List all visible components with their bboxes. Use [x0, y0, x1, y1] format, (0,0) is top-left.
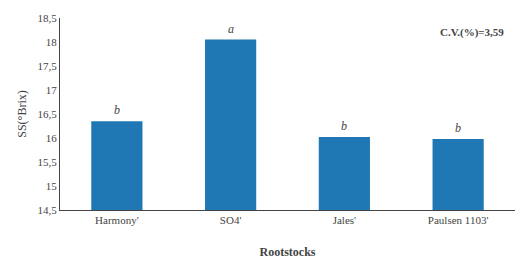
- svg-text:b: b: [114, 103, 120, 117]
- svg-text:16,5: 16,5: [38, 108, 58, 120]
- svg-text:15,5: 15,5: [38, 156, 58, 168]
- svg-text:Paulsen 1103': Paulsen 1103': [428, 214, 489, 226]
- svg-text:18,5: 18,5: [38, 12, 58, 24]
- svg-text:SS(°Brix): SS(°Brix): [15, 90, 29, 137]
- svg-text:15: 15: [46, 180, 58, 192]
- svg-text:18: 18: [46, 36, 58, 48]
- svg-text:17,5: 17,5: [38, 60, 58, 72]
- svg-text:a: a: [228, 22, 234, 36]
- svg-text:14,5: 14,5: [38, 204, 58, 216]
- svg-text:SO4': SO4': [220, 214, 242, 226]
- svg-text:17: 17: [46, 84, 58, 96]
- svg-text:16: 16: [46, 132, 58, 144]
- svg-text:Rootstocks: Rootstocks: [260, 245, 316, 259]
- svg-text:C.V.(%)=3,59: C.V.(%)=3,59: [440, 26, 504, 39]
- svg-text:Harmony': Harmony': [95, 214, 139, 226]
- svg-text:b: b: [341, 119, 347, 133]
- svg-text:Jales': Jales': [333, 214, 356, 226]
- svg-text:b: b: [455, 121, 461, 135]
